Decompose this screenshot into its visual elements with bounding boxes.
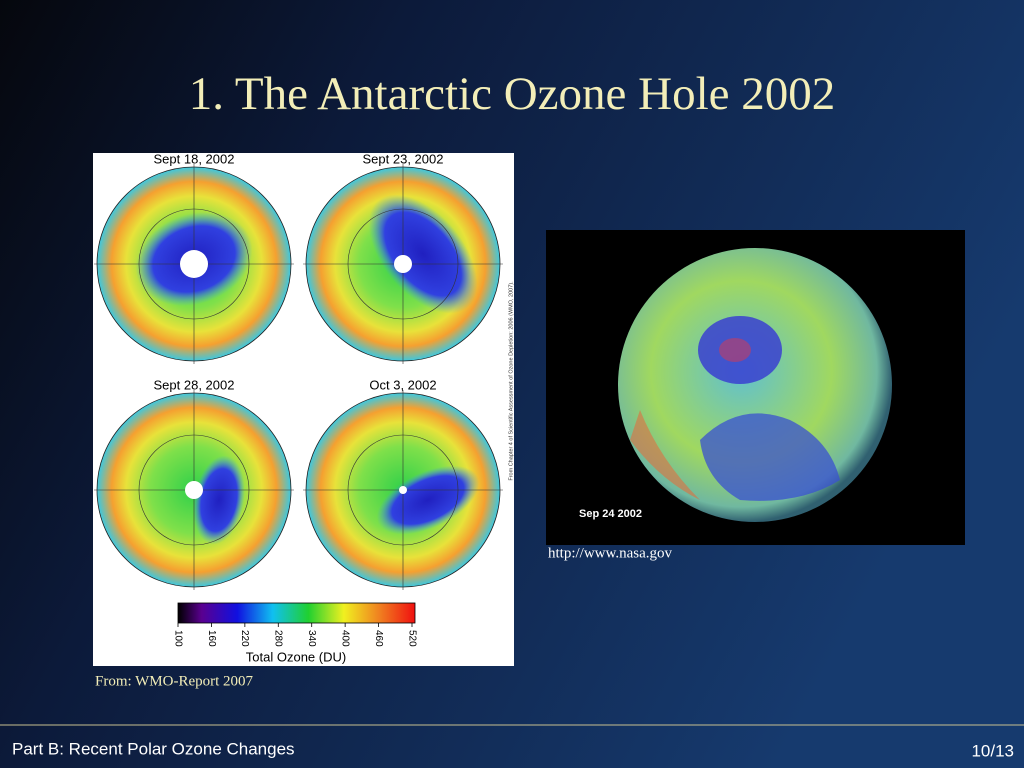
panel-date: Sept 18, 2002: [154, 151, 235, 166]
caption: From: WMO-Report 2007: [95, 673, 254, 689]
pole-gap: [185, 481, 203, 499]
hole-core: [719, 338, 751, 362]
low-ozone: [368, 194, 478, 314]
footer-page: 10/13: [971, 741, 1014, 760]
colorbar-tick-label: 520: [406, 630, 417, 647]
panel-date: Sept 28, 2002: [154, 377, 235, 392]
pole-gap: [399, 486, 407, 494]
footer-section: Part B: Recent Polar Ozone Changes: [12, 739, 295, 758]
colorbar-label: Total Ozone (DU): [246, 649, 346, 664]
panel-date: Oct 3, 2002: [369, 377, 436, 392]
low-ozone: [376, 465, 480, 535]
high-ozone: [630, 410, 700, 500]
colorbar-tick-label: 160: [206, 630, 217, 647]
colorbar-tick-label: 340: [306, 630, 317, 647]
pole-gap: [180, 250, 208, 278]
low-ozone: [193, 455, 245, 545]
colorbar-tick-label: 280: [273, 630, 284, 647]
colorbar-tick-label: 460: [373, 630, 384, 647]
ozone-maps: Sept 18, 2002 Sept 23, 2002 Sept 28, 2002 O…: [94, 151, 503, 590]
pole-gap: [394, 255, 412, 273]
colorbar: [177, 602, 416, 624]
credit: From Chapter 4 of Scientific Assessment …: [508, 281, 514, 481]
colorbar-tick-label: 100: [172, 630, 183, 647]
slide-title: 1. The Antarctic Ozone Hole 2002: [189, 68, 836, 120]
panel-date: Sept 23, 2002: [363, 151, 444, 166]
antarctica: [700, 413, 840, 501]
colorbar-tick-label: 400: [340, 630, 351, 647]
image-date: Sep 24 2002: [579, 508, 642, 520]
colorbar-tick-label: 220: [239, 630, 250, 647]
caption: http://www.nasa.gov: [548, 545, 673, 561]
colorbar-ticks: 100 160 220 280 340 400 460 520: [172, 623, 417, 647]
